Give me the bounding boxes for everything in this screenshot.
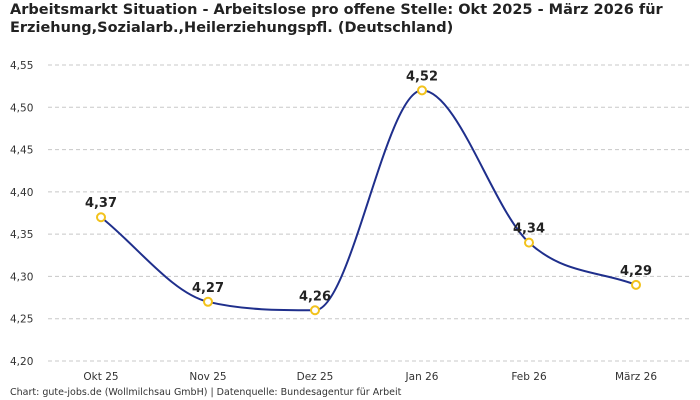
chart-source-footer: Chart: gute-jobs.de (Wollmilchsau GmbH) … — [10, 387, 402, 398]
data-label: 4,37 — [85, 196, 117, 211]
y-axis-ticks: 4,20 4,25 4,30 4,35 4,40 4,45 4,50 4,55 — [10, 60, 33, 368]
data-point — [631, 279, 641, 290]
y-tick-label: 4,45 — [10, 145, 33, 157]
series-line-group — [100, 89, 637, 312]
grid — [48, 64, 690, 362]
y-tick-label: 4,40 — [10, 187, 33, 199]
data-label: 4,29 — [620, 264, 652, 279]
data-labels: 4,37 4,27 4,26 4,52 4,34 4,29 — [85, 69, 652, 304]
data-point — [524, 237, 534, 248]
data-label: 4,27 — [192, 281, 224, 296]
x-tick-label: Okt 25 — [83, 371, 118, 383]
y-tick-label: 4,20 — [10, 356, 33, 368]
x-tick-label: Jan 26 — [405, 371, 439, 383]
x-tick-label: März 26 — [615, 371, 657, 383]
x-tick-label: Feb 26 — [511, 371, 547, 383]
y-tick-label: 4,35 — [10, 229, 33, 241]
series-line — [100, 89, 637, 312]
y-tick-label: 4,50 — [10, 102, 33, 114]
data-label: 4,34 — [513, 222, 545, 237]
chart-title: Arbeitsmarkt Situation - Arbeitslose pro… — [10, 2, 663, 36]
data-point — [310, 305, 320, 316]
data-point — [417, 85, 427, 96]
data-point — [96, 212, 106, 223]
data-points — [96, 85, 641, 316]
data-point — [203, 296, 213, 307]
x-axis-ticks: Okt 25 Nov 25 Dez 25 Jan 26 Feb 26 März 26 — [83, 371, 657, 383]
y-tick-label: 4,25 — [10, 314, 33, 326]
x-tick-label: Dez 25 — [297, 371, 334, 383]
x-tick-label: Nov 25 — [189, 371, 226, 383]
data-label: 4,26 — [299, 289, 331, 304]
data-label: 4,52 — [406, 69, 438, 84]
y-tick-label: 4,55 — [10, 60, 33, 72]
y-tick-label: 4,30 — [10, 271, 33, 283]
